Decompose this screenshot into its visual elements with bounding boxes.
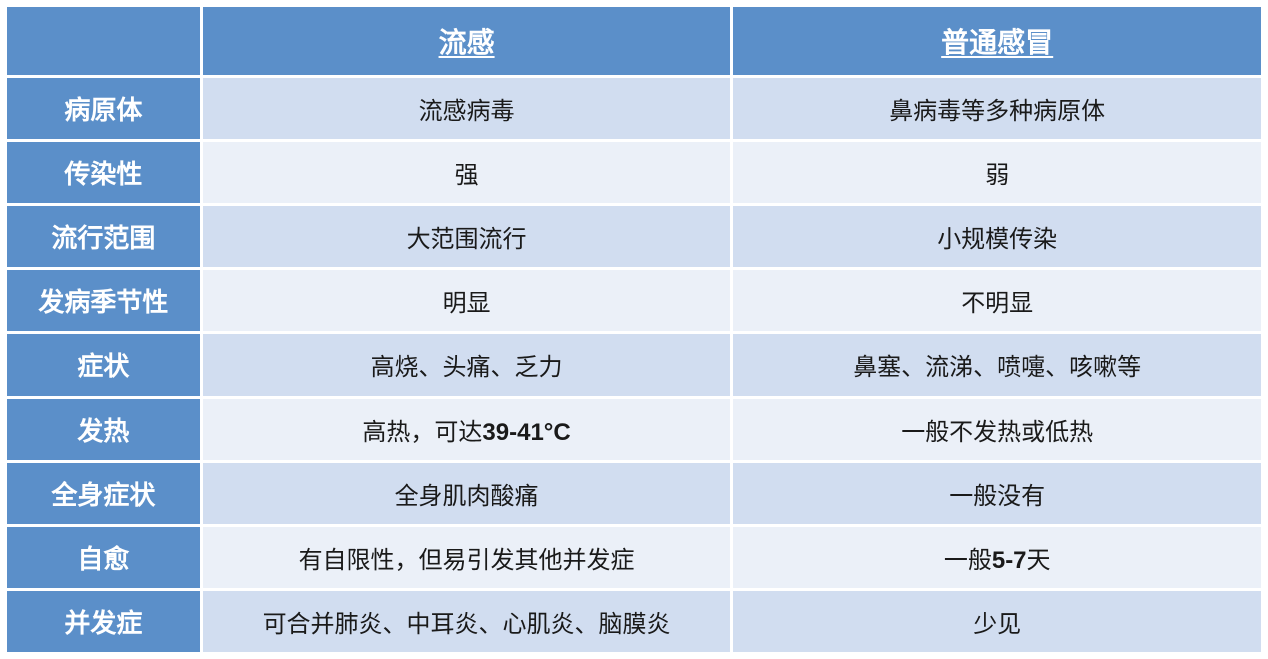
comparison-table: 流感 普通感冒 病原体 流感病毒 鼻病毒等多种病原体 传染性 强 弱 流行范围 … xyxy=(4,4,1264,655)
cell-flu: 高烧、头痛、乏力 xyxy=(203,334,731,395)
cell-cold: 小规模传染 xyxy=(733,206,1261,267)
table-row: 流行范围 大范围流行 小规模传染 xyxy=(7,206,1261,267)
row-label: 病原体 xyxy=(7,78,200,139)
cell-flu: 流感病毒 xyxy=(203,78,731,139)
cell-cold: 鼻病毒等多种病原体 xyxy=(733,78,1261,139)
table-row: 病原体 流感病毒 鼻病毒等多种病原体 xyxy=(7,78,1261,139)
table-row: 并发症 可合并肺炎、中耳炎、心肌炎、脑膜炎 少见 xyxy=(7,591,1261,652)
row-label: 自愈 xyxy=(7,527,200,588)
cell-cold: 一般5-7天 xyxy=(733,527,1261,588)
header-corner xyxy=(7,7,200,75)
row-label: 症状 xyxy=(7,334,200,395)
cell-bold: 39-41°C xyxy=(482,419,570,446)
cell-flu: 有自限性，但易引发其他并发症 xyxy=(203,527,731,588)
cell-cold: 一般没有 xyxy=(733,463,1261,524)
table-row: 发热 高热，可达39-41°C 一般不发热或低热 xyxy=(7,399,1261,460)
cell-flu: 全身肌肉酸痛 xyxy=(203,463,731,524)
cell-text: 高热，可达 xyxy=(362,419,482,446)
cell-cold: 少见 xyxy=(733,591,1261,652)
table-row: 症状 高烧、头痛、乏力 鼻塞、流涕、喷嚏、咳嗽等 xyxy=(7,334,1261,395)
table-row: 传染性 强 弱 xyxy=(7,142,1261,203)
row-label: 全身症状 xyxy=(7,463,200,524)
table-row: 自愈 有自限性，但易引发其他并发症 一般5-7天 xyxy=(7,527,1261,588)
cell-cold: 一般不发热或低热 xyxy=(733,399,1261,460)
header-row: 流感 普通感冒 xyxy=(7,7,1261,75)
table-row: 发病季节性 明显 不明显 xyxy=(7,270,1261,331)
cell-flu: 高热，可达39-41°C xyxy=(203,399,731,460)
cell-cold: 不明显 xyxy=(733,270,1261,331)
cell-cold: 弱 xyxy=(733,142,1261,203)
row-label: 发病季节性 xyxy=(7,270,200,331)
row-label: 发热 xyxy=(7,399,200,460)
cell-flu: 明显 xyxy=(203,270,731,331)
cell-cold: 鼻塞、流涕、喷嚏、咳嗽等 xyxy=(733,334,1261,395)
table-row: 全身症状 全身肌肉酸痛 一般没有 xyxy=(7,463,1261,524)
row-label: 并发症 xyxy=(7,591,200,652)
header-cold: 普通感冒 xyxy=(733,7,1261,75)
cell-bold: 5-7 xyxy=(992,547,1027,574)
row-label: 传染性 xyxy=(7,142,200,203)
cell-flu: 强 xyxy=(203,142,731,203)
header-flu: 流感 xyxy=(203,7,731,75)
row-label: 流行范围 xyxy=(7,206,200,267)
cell-flu: 大范围流行 xyxy=(203,206,731,267)
cell-text: 一般 xyxy=(944,547,992,574)
cell-text: 天 xyxy=(1027,547,1051,574)
cell-flu: 可合并肺炎、中耳炎、心肌炎、脑膜炎 xyxy=(203,591,731,652)
